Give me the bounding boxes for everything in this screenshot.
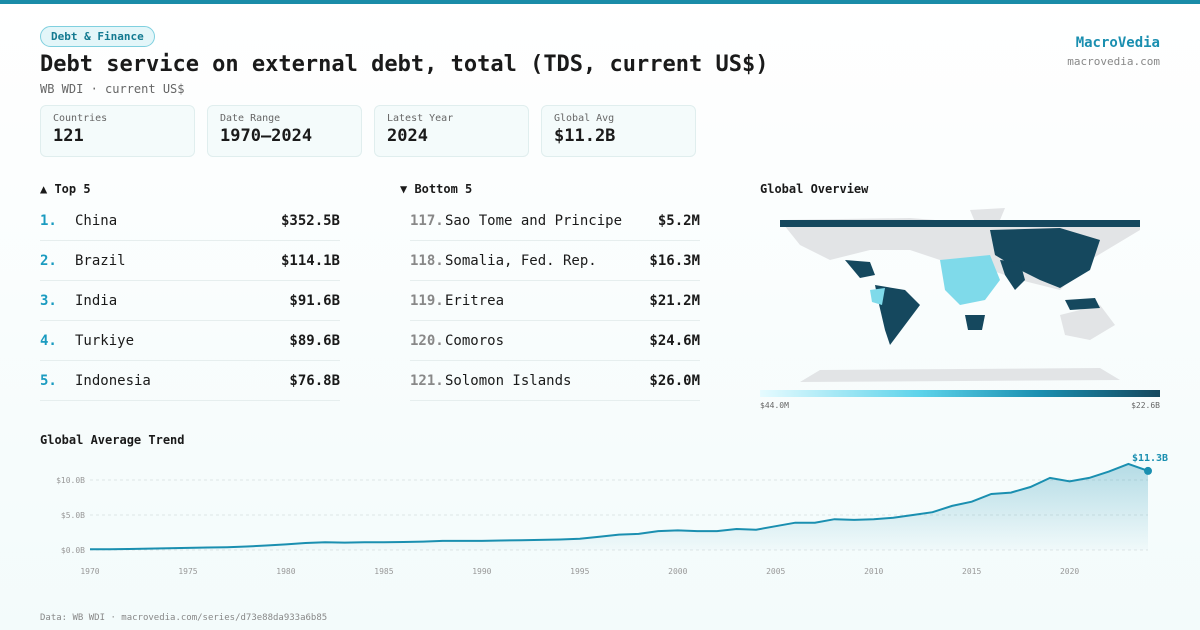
scale-max: $22.6B [1131,401,1160,410]
country-value: $89.6B [289,332,340,349]
country-name: Comoros [445,332,505,349]
x-tick-label: 1985 [374,567,393,576]
list-row: 2. Brazil $114.1B [40,241,340,281]
country-name: India [75,292,118,309]
list-row: 120. Comoros $24.6M [410,321,700,361]
high-debt [845,228,1100,345]
value-label: $11.3B [1132,453,1168,464]
y-tick-label: $0.0B [61,546,85,555]
y-tick-label: $5.0B [61,511,85,520]
rank: 120. [410,332,444,349]
x-tick-label: 1975 [178,567,197,576]
bottom-heading: ▼ Bottom 5 [400,182,473,196]
scale-min: $44.0M [760,401,789,410]
country-value: $16.3M [649,252,700,269]
list-row: 5. Indonesia $76.8B [40,361,340,401]
brand[interactable]: MacroVedia [1075,35,1160,51]
site[interactable]: macrovedia.com [1067,55,1160,68]
stat-value: $11.2B [554,126,616,146]
x-tick-label: 1980 [276,567,295,576]
x-tick-label: 2000 [668,567,687,576]
color-scale [760,390,1160,397]
country-name: Turkiye [75,332,135,349]
footer: Data: WB WDI · macrovedia.com/series/d73… [40,613,328,623]
country-value: $26.0M [649,372,700,389]
stat-label: Latest Year [387,113,454,124]
category-tag[interactable]: Debt & Finance [40,26,155,47]
rank: 119. [410,292,444,309]
stat-label: Global Avg [554,113,615,124]
subtitle: WB WDI · current US$ [40,82,185,96]
stat-card: Countries 121 [40,105,195,157]
map-title: Global Overview [760,182,869,196]
end-point [1144,466,1152,475]
country-name: Eritrea [445,292,505,309]
stat-value: 1970–2024 [220,126,313,146]
stat-card: Latest Year 2024 [374,105,529,157]
list-row: 1. China $352.5B [40,201,340,241]
list-row: 119. Eritrea $21.2M [410,281,700,321]
low-debt [870,255,1000,305]
x-tick-label: 2015 [962,567,981,576]
stat-label: Countries [53,113,108,124]
line [90,462,1149,551]
x-tick-label: 2020 [1060,567,1079,576]
top-bar [0,0,1200,4]
rank: 4. [40,332,57,349]
top-list: 1. China $352.5B 2. Brazil $114.1B 3. India $91.… [40,201,340,401]
country-name: Brazil [75,252,126,269]
rank: 117. [410,212,444,229]
stat-label: Date Range [220,113,281,124]
x-tick-label: 2010 [864,567,883,576]
bottom-list: 117. Sao Tome and Principe $5.2M 118. Somali… [410,201,700,401]
rank: 1. [40,212,57,229]
x-tick-label: 1970 [80,567,99,576]
country-name: Solomon Islands [445,372,572,389]
rank: 2. [40,252,57,269]
region [780,220,1140,227]
country-name: Somalia, Fed. Rep. [445,252,597,269]
country-value: $114.1B [280,252,340,269]
rank: 5. [40,372,57,389]
country-value: $5.2M [657,212,700,229]
country-value: $91.6B [289,292,340,309]
top-heading: ▲ Top 5 [40,182,91,196]
area [90,463,1148,550]
page-title: Debt service on external debt, total (TD… [40,52,769,77]
world-map: $44.0M $22.6B [760,208,1160,410]
x-tick-label: 2005 [766,567,785,576]
country-name: Sao Tome and Principe [445,212,623,229]
stat-card: Global Avg $11.2B [541,105,696,157]
rank: 118. [410,252,444,269]
x-tick-label: 1990 [472,567,491,576]
list-row: 117. Sao Tome and Principe $5.2M [410,201,700,241]
rank: 121. [410,372,444,389]
country-value: $352.5B [280,212,340,229]
rank: 3. [40,292,57,309]
y-tick-label: $10.0B [56,476,85,485]
country-name: Indonesia [75,372,151,389]
stat-value: 2024 [387,126,428,146]
list-row: 118. Somalia, Fed. Rep. $16.3M [410,241,700,281]
list-row: 121. Solomon Islands $26.0M [410,361,700,401]
country-name: China [75,212,118,229]
stat-value: 121 [53,126,84,146]
country-value: $76.8B [289,372,340,389]
stat-card: Date Range 1970–2024 [207,105,362,157]
country-value: $24.6M [649,332,700,349]
list-row: 4. Turkiye $89.6B [40,321,340,361]
list-row: 3. India $91.6B [40,281,340,321]
country-value: $21.2M [649,292,700,309]
x-tick-label: 1995 [570,567,589,576]
chart-title: Global Average Trend [40,433,185,447]
